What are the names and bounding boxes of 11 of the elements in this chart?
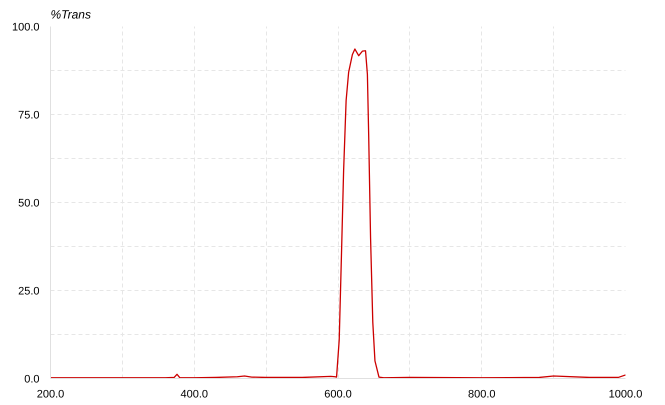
x-tick-label: 1000.0 bbox=[608, 388, 642, 400]
x-tick-label: 200.0 bbox=[36, 388, 64, 400]
y-tick-label: 50.0 bbox=[18, 198, 40, 210]
y-tick-label: 25.0 bbox=[18, 286, 40, 298]
y-tick-label: 0.0 bbox=[24, 374, 40, 386]
x-tick-label: 400.0 bbox=[180, 388, 208, 400]
y-tick-label: 75.0 bbox=[18, 110, 40, 122]
y-tick-label: 100.0 bbox=[12, 22, 40, 34]
y-axis-title: %Trans bbox=[50, 8, 91, 22]
x-tick-label: 800.0 bbox=[468, 388, 496, 400]
x-tick-label: 600.0 bbox=[324, 388, 352, 400]
